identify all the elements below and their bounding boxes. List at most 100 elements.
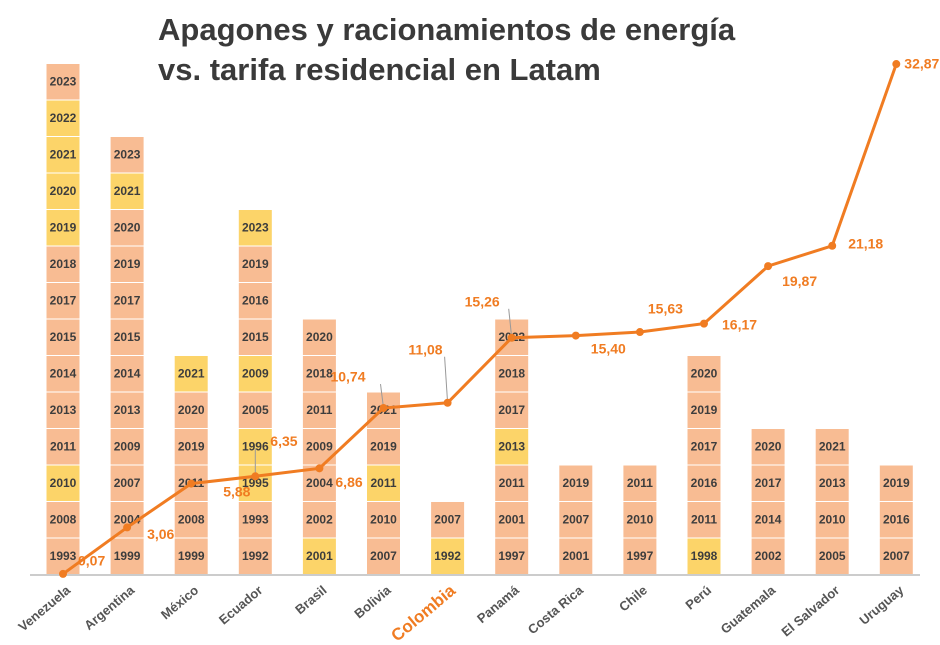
year-label: 2021 — [819, 439, 846, 453]
x-tick-label: Chile — [616, 582, 650, 614]
year-block — [751, 429, 785, 465]
year-block — [879, 465, 913, 501]
year-block — [687, 465, 721, 501]
tariff-point — [187, 479, 196, 488]
x-tick-label: El Salvador — [778, 582, 842, 639]
value-label: 0,07 — [78, 553, 105, 569]
year-label: 2013 — [498, 439, 525, 453]
chart-title: Apagones y racionamientos de energía — [158, 12, 736, 47]
year-label: 2001 — [306, 549, 333, 563]
x-tick-label: Bolivia — [351, 582, 394, 621]
value-label: 19,87 — [782, 273, 817, 289]
year-block — [174, 538, 208, 574]
year-block — [110, 210, 144, 246]
year-label: 2008 — [178, 512, 205, 526]
year-label: 2008 — [50, 512, 77, 526]
year-label: 1993 — [242, 512, 269, 526]
year-label: 2013 — [819, 476, 846, 490]
year-block — [174, 356, 208, 392]
year-block — [302, 502, 336, 538]
year-block — [367, 538, 400, 574]
year-label: 2007 — [883, 549, 910, 563]
year-block — [879, 502, 913, 538]
year-label: 1997 — [498, 549, 525, 563]
year-label: 2018 — [306, 366, 333, 380]
year-label: 2007 — [562, 512, 589, 526]
year-block — [110, 429, 144, 465]
year-block — [302, 356, 336, 392]
year-block — [495, 356, 529, 392]
year-label: 2011 — [691, 512, 717, 526]
year-block — [110, 356, 144, 392]
x-tick-label: Perú — [682, 582, 714, 612]
x-tick-label: Guatemala — [718, 582, 779, 637]
year-label: 2021 — [178, 366, 205, 380]
year-block — [238, 210, 272, 246]
year-block — [110, 392, 144, 428]
year-block — [238, 356, 272, 392]
year-block — [623, 538, 657, 574]
year-block — [174, 502, 208, 538]
year-label: 1995 — [242, 476, 269, 490]
tariff-line — [62, 63, 898, 576]
year-label: 2005 — [242, 403, 269, 417]
tariff-point — [635, 328, 644, 337]
year-label: 2009 — [114, 439, 141, 453]
year-label: 2010 — [627, 512, 654, 526]
year-block — [46, 137, 80, 173]
value-label: 32,87 — [904, 56, 939, 72]
tariff-point — [123, 523, 132, 532]
value-label: 21,18 — [848, 235, 883, 251]
tariff-point — [59, 569, 67, 578]
tariff-point — [571, 331, 580, 340]
year-label: 2009 — [306, 439, 333, 453]
year-block — [815, 429, 849, 465]
year-block — [46, 319, 80, 355]
year-label: 2014 — [755, 512, 782, 526]
year-block — [815, 502, 849, 538]
year-label: 2019 — [114, 257, 141, 271]
year-label: 2002 — [306, 512, 333, 526]
year-block — [302, 392, 336, 428]
tariff-point — [507, 333, 516, 342]
year-block — [751, 538, 785, 574]
tariff-point — [828, 241, 837, 250]
year-label: 2005 — [819, 549, 846, 563]
tariff-point — [251, 472, 260, 481]
tariff-point — [764, 262, 773, 271]
year-block — [687, 429, 721, 465]
year-label: 1999 — [178, 549, 205, 563]
year-block — [46, 100, 80, 136]
year-label: 2001 — [562, 549, 589, 563]
year-label: 1999 — [114, 549, 141, 563]
year-label: 2011 — [50, 439, 76, 453]
year-block — [46, 356, 80, 392]
value-label: 11,08 — [408, 341, 442, 357]
value-label: 6,86 — [335, 474, 362, 490]
x-tick-label: Argentina — [81, 582, 138, 633]
year-label: 2020 — [755, 439, 782, 453]
year-block — [367, 502, 400, 538]
year-block — [687, 356, 721, 392]
year-block — [687, 538, 721, 574]
x-tick-label: Panamá — [474, 582, 522, 626]
year-label: 2017 — [50, 293, 77, 307]
year-label: 2014 — [50, 366, 77, 380]
year-block — [815, 465, 849, 501]
year-block — [431, 538, 465, 574]
year-label: 2019 — [370, 439, 397, 453]
year-label: 2011 — [499, 476, 525, 490]
year-block — [879, 538, 913, 574]
year-label: 1992 — [242, 549, 269, 563]
year-block — [46, 173, 80, 209]
year-label: 1996 — [242, 439, 269, 453]
year-label: 1997 — [627, 549, 654, 563]
year-label: 2015 — [114, 330, 141, 344]
year-block — [46, 210, 80, 246]
year-label: 2019 — [178, 439, 205, 453]
year-label: 1998 — [691, 549, 718, 563]
leader-line — [444, 356, 449, 403]
year-label: 2001 — [498, 512, 525, 526]
value-label: 5,88 — [223, 483, 250, 499]
